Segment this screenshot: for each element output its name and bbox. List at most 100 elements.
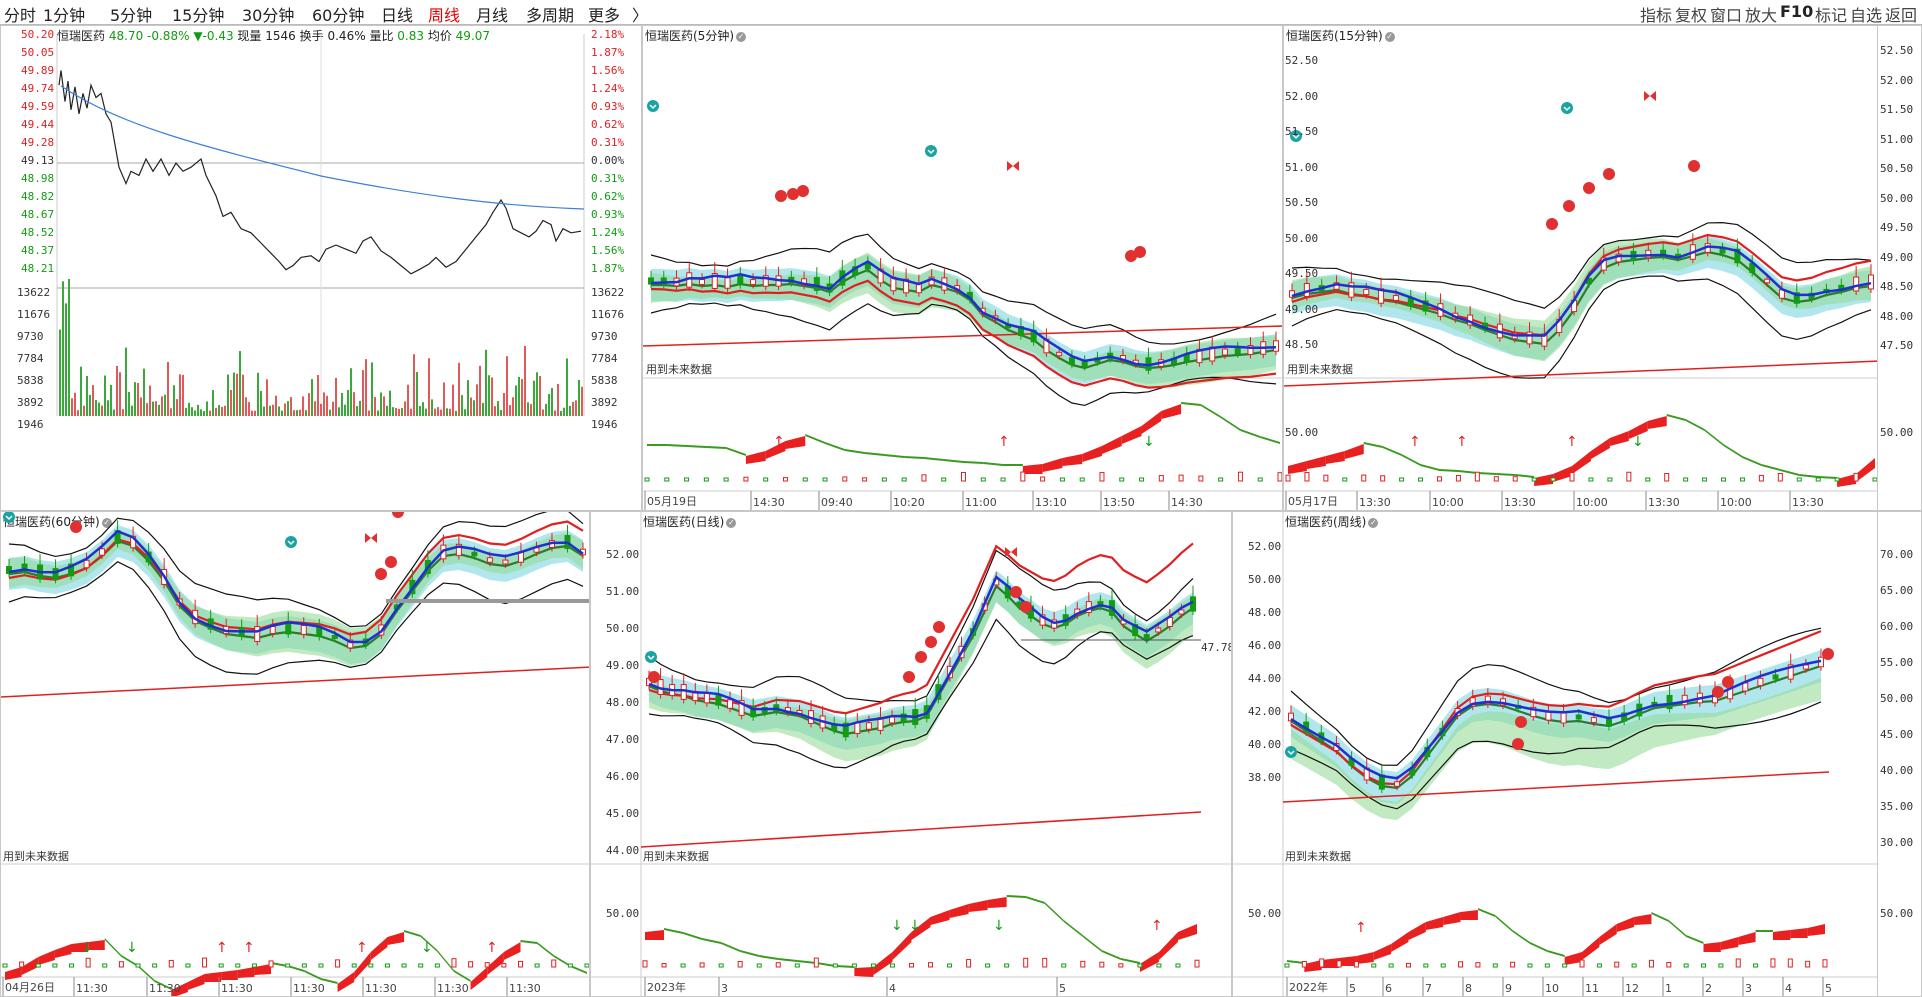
candle-body: [1394, 781, 1400, 787]
panel-weekly[interactable]: 恒瑞医药(周线) ✓ ↑ 用到未来数据 52.00 50.00 48.00 46.00 4…: [1232, 511, 1878, 997]
indicator-bar: [1118, 963, 1124, 968]
candle-body: [699, 279, 706, 285]
tool-f10[interactable]: F10: [1780, 2, 1814, 21]
volume-bar: [389, 390, 391, 416]
indicator-bar: [1137, 963, 1143, 968]
period-tab-30min[interactable]: 30分钟: [242, 6, 295, 25]
time-axis-label: 1: [1665, 982, 1672, 995]
candle-body: [648, 277, 654, 285]
tool-zoom[interactable]: 放大: [1745, 6, 1778, 25]
time-axis-label: 11:30: [221, 982, 253, 995]
time-axis-label: 8: [1465, 982, 1472, 995]
volume-bar: [479, 365, 481, 416]
indicator-ribbon: [1408, 922, 1426, 940]
indicator-ribbon: [337, 972, 355, 992]
indicator-ribbon: [1139, 952, 1159, 972]
tool-indicator[interactable]: 指标: [1640, 6, 1673, 25]
indicator-ribbon: [765, 441, 786, 459]
sell-signal-icon: [1515, 716, 1527, 728]
indicator-bar: [941, 477, 947, 482]
volume-bar: [275, 395, 277, 416]
gear-icon[interactable]: ✓: [726, 517, 737, 528]
volume-bar: [563, 407, 565, 416]
indicator-bar: [268, 960, 274, 968]
indicator-ribbon: [983, 462, 1004, 466]
period-tab-15min[interactable]: 15分钟: [172, 6, 225, 25]
chart-15min: ↑ ↑ ↑ ↓: [1284, 91, 1877, 510]
panel-daily[interactable]: 恒瑞医药(日线) ✓ ↓ ↓ ↓ ↑ 用到未来数据 47.78 52.00 51.00 50…: [590, 511, 1232, 997]
candle-body: [1039, 614, 1046, 626]
indicator-bar: [551, 959, 557, 968]
volume-bar: [491, 377, 493, 416]
period-tab-multi[interactable]: 多周期: [526, 6, 575, 25]
volume-bar: [83, 405, 85, 416]
volume-value: 1546: [265, 29, 296, 43]
tool-adjust[interactable]: 复权: [1675, 6, 1708, 25]
time-axis-label: 3: [721, 982, 728, 995]
candle-body: [680, 684, 687, 700]
volume-bar: [476, 384, 478, 416]
price-tick: 52.00: [1880, 73, 1914, 87]
tool-mark[interactable]: 标记: [1815, 6, 1848, 25]
ma-green: [651, 268, 1277, 370]
candle-body: [471, 551, 478, 557]
sell-signal-icon: [1583, 182, 1595, 194]
candle-body: [1719, 248, 1726, 254]
indicator-bar: [1000, 477, 1006, 482]
volume-bar: [347, 390, 349, 416]
buy-signal-icon: [925, 145, 937, 157]
price-line: [58, 70, 582, 275]
gear-icon[interactable]: ✓: [1368, 517, 1379, 528]
volume-bar: [383, 396, 385, 416]
volume-bar: [554, 410, 556, 416]
period-tab-60min[interactable]: 60分钟: [312, 6, 365, 25]
volume-bar: [419, 406, 421, 416]
indicator-bar: [85, 957, 91, 968]
indicator-bar: [1277, 472, 1282, 482]
panel-15min[interactable]: 恒瑞医药(15分钟) ✓ ↑ ↑ ↑ ↓ 用到未来数据 52.50 52.00 51.50 5…: [1283, 25, 1878, 511]
indicator-bar: [985, 963, 991, 968]
gear-icon[interactable]: ✓: [101, 517, 112, 528]
tool-window[interactable]: 窗口: [1710, 6, 1743, 25]
tool-watchlist[interactable]: 自选: [1850, 6, 1883, 25]
gear-icon[interactable]: ✓: [736, 31, 746, 42]
candle-body: [854, 722, 861, 734]
indicator-ribbon: [1564, 952, 1583, 965]
panel-5min[interactable]: 恒瑞医药(5分钟) ✓ ↑ ↑ ↓ 用到未来数据 05月19日 14:30 09:40 10…: [642, 25, 1283, 511]
volume-bar: [95, 400, 97, 416]
time-axis-label: 5: [1825, 982, 1832, 995]
tool-back[interactable]: 返回: [1885, 6, 1918, 25]
panel-60min[interactable]: 恒瑞医药(60分钟) ✓ ↓ ↓ ↑ ↑ ↑ ↓ ↑ 用到未来数据 04月26日 11:30 11…: [0, 511, 590, 997]
boll-upper: [1291, 222, 1872, 309]
volume-bar: [161, 396, 163, 416]
period-tab-5min[interactable]: 5分钟: [110, 6, 153, 25]
candle-body: [1469, 697, 1476, 707]
indicator-bar: [1579, 959, 1585, 968]
volume-bar: [380, 392, 382, 416]
indicator-bar: [889, 963, 895, 968]
indicator-bar: [418, 963, 424, 968]
price-tick: 47.50: [1880, 339, 1914, 352]
period-tab-1min[interactable]: 1分钟: [43, 6, 86, 25]
price-tick: 48.37: [21, 244, 55, 257]
indicator-ribbon: [503, 942, 521, 960]
period-tab-weekly[interactable]: 周线: [428, 6, 461, 25]
more-chevron-icon[interactable]: 〉: [632, 6, 649, 25]
indicator-ribbon: [726, 447, 746, 456]
pct-tick: 0.31%: [591, 172, 625, 185]
period-tab-intraday[interactable]: 分时: [4, 6, 37, 25]
indicator-ribbon: [1325, 451, 1345, 464]
period-tab-more[interactable]: 更多: [588, 6, 621, 25]
indicator-bar: [1683, 963, 1689, 968]
ma-blue: [1290, 659, 1822, 780]
period-tab-monthly[interactable]: 月线: [476, 6, 509, 25]
period-tab-daily[interactable]: 日线: [381, 6, 414, 25]
period-toolbar: 分时 1分钟 5分钟 15分钟 30分钟 60分钟 日线 周线 月线 多周期 更…: [0, 0, 1922, 25]
intraday-panel[interactable]: 恒瑞医药 48.70 -0.88% ▼-0.43 现量 1546 换手 0.46…: [0, 25, 642, 511]
time-axis-label: 13:10: [1035, 496, 1067, 509]
indicator-ribbon: [171, 982, 188, 996]
volume-bar: [518, 376, 520, 416]
indicator-bar: [384, 963, 390, 968]
gear-icon[interactable]: ✓: [1384, 31, 1395, 42]
indicator-ribbon: [1025, 896, 1045, 904]
